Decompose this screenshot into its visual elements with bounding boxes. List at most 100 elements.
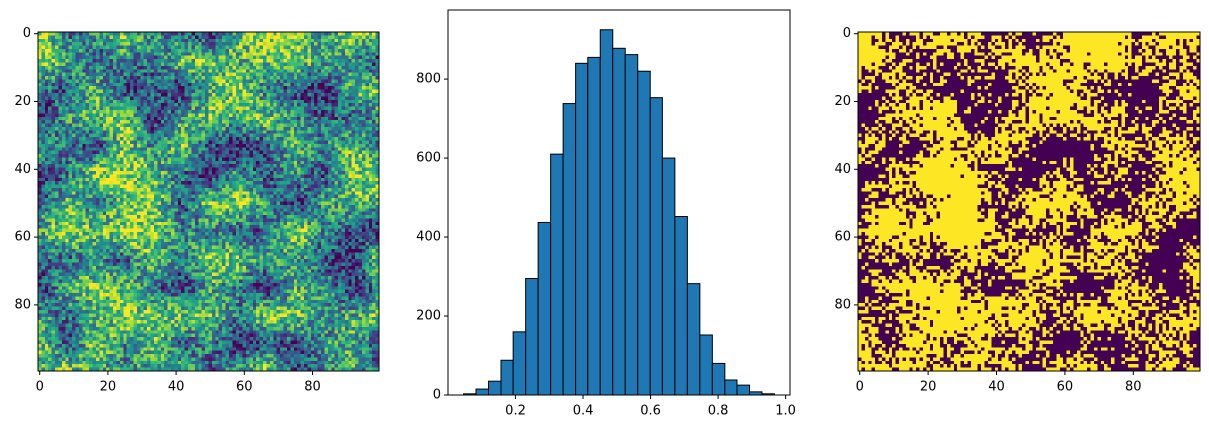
pixel: [372, 99, 376, 104]
pixel: [290, 65, 295, 70]
pixel: [177, 76, 182, 80]
pixel: [157, 35, 162, 40]
pixel: [143, 160, 148, 165]
pixel: [177, 69, 182, 73]
pixel: [194, 106, 199, 111]
pixel: [72, 99, 76, 104]
pixel: [119, 167, 124, 172]
pixel: [300, 62, 305, 67]
pixel: [307, 143, 312, 148]
pixel: [290, 130, 295, 134]
pixel: [205, 130, 209, 134]
pixel: [123, 109, 127, 114]
pixel: [136, 109, 141, 114]
pixel: [246, 96, 250, 101]
pixel: [82, 32, 87, 36]
pixel: [65, 69, 69, 73]
pixel: [205, 72, 209, 77]
pixel: [286, 55, 291, 60]
pixel: [355, 109, 359, 114]
pixel: [164, 167, 168, 172]
pixel: [314, 177, 318, 182]
pixel: [177, 191, 182, 196]
pixel: [290, 42, 295, 46]
pixel: [365, 59, 370, 63]
pixel: [310, 140, 315, 145]
pixel: [246, 38, 250, 43]
pixel: [113, 96, 117, 101]
pixel: [331, 143, 335, 148]
pixel: [314, 174, 318, 179]
pixel: [170, 194, 175, 199]
pixel: [256, 140, 260, 145]
pixel: [307, 184, 312, 189]
pixel: [130, 157, 134, 162]
pixel: [361, 123, 366, 128]
pixel: [188, 35, 192, 40]
pixel: [130, 65, 134, 70]
pixel: [303, 96, 308, 101]
pixel: [303, 65, 308, 70]
pixel: [242, 48, 247, 53]
pixel: [143, 106, 148, 111]
pixel: [85, 82, 90, 87]
pixel: [205, 93, 209, 97]
pixel: [273, 59, 277, 63]
pixel: [256, 62, 260, 67]
pixel: [249, 198, 254, 202]
pixel: [327, 167, 332, 172]
pixel: [327, 109, 332, 114]
pixel: [188, 42, 192, 46]
pixel: [273, 113, 277, 118]
pixel: [232, 113, 237, 118]
pixel: [331, 86, 335, 90]
pixel: [116, 45, 121, 50]
pixel: [188, 150, 192, 155]
pixel: [341, 106, 346, 111]
pixel: [327, 181, 332, 185]
pixel: [269, 167, 274, 172]
pixel: [276, 52, 281, 57]
pixel: [263, 133, 267, 138]
pixel: [317, 82, 322, 87]
pixel: [290, 177, 295, 182]
pixel: [286, 184, 291, 189]
pixel: [48, 170, 52, 175]
pixel: [321, 157, 325, 162]
pixel: [143, 42, 148, 46]
pixel: [109, 82, 114, 87]
pixel: [259, 164, 264, 168]
pixel: [48, 86, 52, 90]
pixel: [89, 184, 93, 189]
pixel: [225, 126, 230, 131]
pixel: [310, 72, 315, 77]
pixel: [167, 174, 172, 179]
pixel: [72, 32, 76, 36]
pixel: [314, 130, 318, 134]
pixel: [372, 48, 376, 53]
pixel: [222, 109, 226, 114]
pixel: [55, 184, 59, 189]
pixel: [92, 99, 97, 104]
pixel: [106, 99, 110, 104]
pixel: [99, 140, 104, 145]
pixel: [95, 106, 100, 111]
pixel: [310, 62, 315, 67]
pixel: [300, 160, 305, 165]
pixel: [109, 126, 114, 131]
pixel: [218, 113, 223, 118]
pixel: [358, 164, 363, 168]
pixel: [208, 167, 213, 172]
pixel: [228, 191, 233, 196]
pixel: [242, 103, 247, 107]
pixel: [344, 130, 349, 134]
pixel: [78, 99, 83, 104]
pixel: [372, 113, 376, 118]
pixel: [290, 109, 295, 114]
pixel: [205, 45, 209, 50]
pixel: [293, 96, 298, 101]
pixel: [147, 96, 151, 101]
pixel: [48, 194, 52, 199]
pixel: [324, 143, 329, 148]
pixel: [263, 174, 267, 179]
